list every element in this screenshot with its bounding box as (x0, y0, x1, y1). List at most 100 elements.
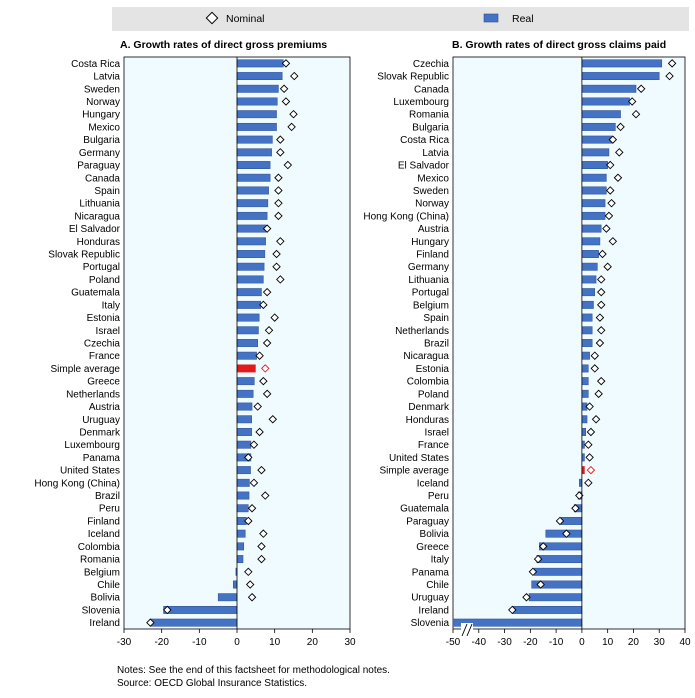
legend-entry-real: Real (483, 13, 534, 25)
panel-b-bar-real-sweden (581, 186, 607, 195)
panel-a-bar-real-portugal (236, 262, 265, 271)
panel-a-category-label-norway: Norway (86, 97, 120, 108)
panel-a-bar-real-spain (236, 186, 269, 195)
panel-b-bar-real-brazil (581, 339, 593, 347)
panel-a-marker-nominal-poland (276, 275, 285, 284)
panel-b-marker-nominal-bulgaria (616, 122, 625, 132)
panel-a-marker-nominal-slovak-republic (272, 249, 281, 259)
panel-a-bar-real-germany (236, 148, 272, 157)
panel-b-bar-real-spain (581, 313, 593, 322)
panel-a-marker-nominal-portugal (272, 262, 281, 271)
legend-entry-nominal: Nominal (205, 11, 265, 25)
panel-a-marker-nominal-germany (276, 148, 285, 157)
panel-a-x-tick-label: -10 (192, 637, 207, 648)
panel-b-marker-nominal-france (584, 440, 593, 449)
panel-a-nominal-markers (146, 59, 299, 627)
axis-break-icon (461, 623, 473, 637)
panel-a-marker-nominal-canada (274, 173, 283, 182)
panel-b-marker-nominal-lithuania (596, 275, 606, 284)
panel-a-bar-real-brazil (236, 491, 250, 500)
panel-a: A. Growth rates of direct gross premiums… (34, 39, 356, 648)
panel-a-category-label-sweden: Sweden (84, 84, 120, 95)
panel-b-marker-nominal-netherlands (596, 326, 606, 335)
panel-b-category-label-bulgaria: Bulgaria (412, 122, 449, 133)
real-bar-swatch-icon (483, 13, 499, 23)
panel-b-marker-nominal-chile (536, 580, 545, 589)
panel-b-bar-real-slovak-republic (581, 72, 660, 81)
panel-b-category-label-denmark: Denmark (408, 402, 450, 413)
panel-a-bar-real-colombia (236, 542, 245, 551)
panel-b-category-label-austria: Austria (418, 224, 450, 235)
panel-b-category-label-spain: Spain (423, 313, 449, 324)
panel-b-category-label-honduras: Honduras (406, 415, 449, 426)
panel-a-category-label-bolivia: Bolivia (91, 593, 121, 604)
panel-b-category-label-germany: Germany (408, 262, 449, 273)
panel-a-x-tick-label: 10 (269, 637, 281, 648)
panel-b-x-tick-label: 0 (579, 637, 585, 648)
panel-a-category-label-lithuania: Lithuania (79, 199, 120, 210)
panel-a-category-label-finland: Finland (87, 516, 120, 527)
legend: Nominal Real (112, 7, 689, 31)
panel-b-bar-real-hungary (581, 237, 601, 246)
panel-b-category-label-bolivia: Bolivia (420, 529, 450, 540)
panel-b-marker-nominal-united-states (585, 453, 594, 462)
panel-a-bar-real-bolivia (217, 593, 238, 602)
panel-b-bar-real-honduras (581, 415, 588, 424)
panel-a-bar-real-hungary (236, 110, 277, 119)
panel-a-marker-nominal-hungary (289, 109, 298, 119)
panel-a-marker-nominal-el-salvador (262, 224, 272, 233)
panel-b-category-label-israel: Israel (425, 427, 449, 438)
panel-b-category-label-mexico: Mexico (417, 173, 449, 184)
panel-a-bar-real-france (236, 351, 257, 360)
panel-b-bar-real-czechia (581, 59, 663, 68)
panel-b-category-label-romania: Romania (409, 110, 449, 121)
panel-b-category-label-uruguay: Uruguay (411, 593, 449, 604)
nominal-marker-icon (205, 11, 219, 25)
panel-b-category-label-panama: Panama (412, 567, 450, 578)
panel-a-bar-real-latvia (236, 72, 283, 81)
panel-a-marker-nominal-honduras (276, 237, 285, 246)
panel-b-marker-nominal-sweden (606, 186, 615, 195)
panel-a-bar-real-israel (236, 326, 259, 335)
panel-b-category-label-canada: Canada (414, 84, 449, 95)
panel-b-category-label-poland: Poland (418, 389, 449, 400)
panel-b-bar-real-romania (581, 110, 621, 119)
axis-break-mask (461, 623, 473, 637)
panel-b-category-label-finland: Finland (416, 250, 449, 261)
panel-b-category-label-slovenia: Slovenia (411, 618, 450, 629)
panel-a-bar-real-united-states (236, 466, 251, 475)
panel-a-marker-nominal-austria (253, 402, 262, 411)
panel-a-category-label-czechia: Czechia (84, 339, 121, 350)
panel-b-marker-nominal-poland (594, 389, 603, 399)
panel-a-bar-real-slovak-republic (236, 250, 266, 258)
panel-b-category-label-el-salvador: El Salvador (398, 161, 450, 172)
panel-a-bar-real-norway (236, 97, 278, 106)
panel-a-marker-nominal-belgium (244, 567, 253, 577)
panel-a-marker-nominal-bulgaria (276, 135, 285, 144)
panel-a-bar-real-lithuania (236, 199, 269, 208)
panel-a-bar-real-simple-average (236, 364, 256, 373)
panel-b-bar-real-poland (581, 389, 589, 398)
panel-a-bar-real-austria (236, 402, 253, 411)
panel-a-marker-nominal-brazil (261, 491, 270, 500)
panel-b-x-tick-label: -40 (472, 637, 487, 648)
panel-a-bar-real-luxembourg (236, 440, 252, 449)
panel-b-marker-nominal-el-salvador (606, 160, 615, 170)
panel-b-marker-nominal-honduras (591, 415, 601, 424)
panel-b-category-label-luxembourg: Luxembourg (393, 97, 449, 108)
panel-b-bar-real-uruguay (528, 593, 583, 602)
panel-b-bar-real-finland (581, 250, 599, 258)
panel-b-marker-nominal-nicaragua (590, 351, 600, 360)
panel-a-bar-real-greece (236, 377, 255, 386)
panel-b-marker-nominal-panama (528, 567, 538, 577)
panel-a-category-label-spain: Spain (94, 186, 120, 197)
panel-b-category-label-portugal: Portugal (412, 288, 449, 299)
panel-b-x-tick-label: -10 (549, 637, 564, 648)
panel-a-bar-real-sweden (236, 84, 279, 93)
panel-b-title: B. Growth rates of direct gross claims p… (452, 39, 666, 51)
panel-a-bar-real-el-salvador (236, 224, 267, 233)
panel-a-category-label-austria: Austria (89, 402, 121, 413)
panel-a-category-label-honduras: Honduras (77, 237, 120, 248)
